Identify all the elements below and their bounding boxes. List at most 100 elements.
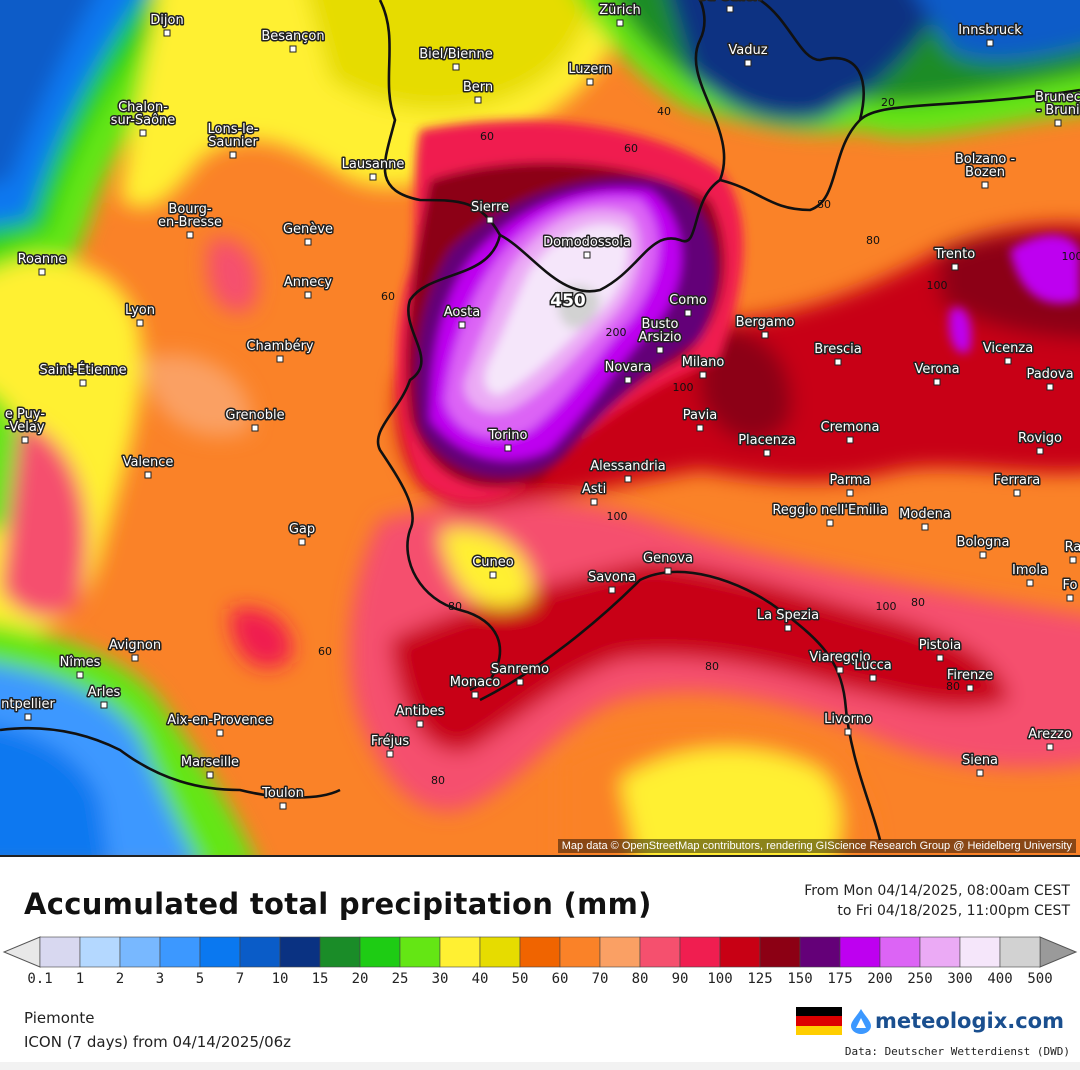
city-dot-icon	[1005, 358, 1011, 364]
city-dot-icon	[762, 332, 768, 338]
scale-tick-label: 60	[552, 971, 569, 987]
scale-tick-label: 175	[827, 971, 852, 987]
city-label: Genova	[643, 551, 693, 566]
city-dot-icon	[870, 675, 876, 681]
scale-swatch	[880, 937, 920, 967]
contour-value-label: 60	[381, 290, 395, 303]
city-label: La Spezia	[757, 608, 819, 623]
city-label: Nîmes	[60, 655, 101, 670]
city-dot-icon	[847, 490, 853, 496]
peak-value-label: 450	[550, 291, 586, 311]
city-dot-icon	[187, 232, 193, 238]
city-dot-icon	[1014, 490, 1020, 496]
city-label: Roanne	[18, 252, 67, 267]
scale-tick-label: 1	[76, 971, 84, 987]
scale-swatch	[80, 937, 120, 967]
scale-tick-label: 100	[707, 971, 732, 987]
city-label: Vaduz	[728, 43, 767, 58]
city-label: Brescia	[814, 342, 861, 357]
scale-tick-label: 0.1	[27, 971, 52, 987]
city-label: Bologna	[957, 535, 1010, 550]
flag-stripe	[796, 1016, 842, 1025]
city-dot-icon	[22, 437, 28, 443]
city-label: Placenza	[738, 433, 796, 448]
city-dot-icon	[101, 702, 107, 708]
brand[interactable]: meteologix.com	[796, 1007, 1064, 1035]
city-dot-icon	[505, 445, 511, 451]
city-dot-icon	[137, 320, 143, 326]
forecast-period: From Mon 04/14/2025, 08:00am CEST to Fri…	[804, 881, 1070, 921]
flag-stripe	[796, 1007, 842, 1016]
city-dot-icon	[1027, 580, 1033, 586]
city-label: - Bruni	[1036, 103, 1079, 118]
contour-value-label: 40	[657, 105, 671, 118]
contour-value-label: 60	[624, 142, 638, 155]
city-dot-icon	[845, 729, 851, 735]
city-label: Grenoble	[225, 408, 284, 423]
flag-stripe	[796, 1026, 842, 1035]
city-label: Como	[669, 293, 707, 308]
city-dot-icon	[145, 472, 151, 478]
region-name: Piemonte	[24, 1009, 95, 1027]
city-label: Novara	[605, 360, 652, 375]
city-label: Rovigo	[1018, 431, 1062, 446]
city-label: Cuneo	[472, 555, 514, 570]
city-label: Ferrara	[994, 473, 1041, 488]
city-label: Milano	[682, 355, 725, 370]
contour-value-label: 20	[881, 96, 895, 109]
map-attribution: Map data © OpenStreetMap contributors, r…	[558, 839, 1076, 853]
precipitation-field	[0, 0, 1080, 855]
city-label: Verona	[914, 362, 959, 377]
city-label: ntpellier	[1, 697, 55, 712]
city-label: Bozen	[965, 165, 1005, 180]
city-label: Innsbruck	[958, 23, 1022, 38]
city-dot-icon	[587, 79, 593, 85]
city-label: Bern	[463, 80, 493, 95]
map-canvas: 6040206080602001001001001008080808060801…	[0, 0, 1080, 855]
city-label: Aosta	[444, 305, 480, 320]
city-dot-icon	[1055, 120, 1061, 126]
contour-value-label: 100	[876, 600, 897, 613]
scale-tick-label: 5	[196, 971, 204, 987]
city-dot-icon	[370, 174, 376, 180]
meteologix-logo[interactable]: meteologix.com	[850, 1008, 1064, 1034]
city-dot-icon	[697, 425, 703, 431]
city-dot-icon	[1067, 595, 1073, 601]
city-dot-icon	[80, 380, 86, 386]
city-dot-icon	[132, 655, 138, 661]
scale-swatch	[1000, 937, 1040, 967]
meteologix-drop-icon	[850, 1008, 872, 1034]
scale-swatch	[120, 937, 160, 967]
city-label: Trento	[934, 247, 975, 262]
scale-tick-label: 90	[672, 971, 689, 987]
contour-value-label: 100	[607, 510, 628, 523]
city-label: sur-Saône	[111, 113, 176, 128]
contour-value-label: 100	[927, 279, 948, 292]
city-label: Lucca	[854, 658, 892, 673]
scale-tick-label: 50	[512, 971, 529, 987]
city-dot-icon	[39, 269, 45, 275]
city-dot-icon	[937, 655, 943, 661]
city-label: Luzern	[568, 62, 611, 77]
city-dot-icon	[417, 721, 423, 727]
city-label: Siena	[962, 753, 998, 768]
city-dot-icon	[967, 685, 973, 691]
scale-tick-label: 400	[987, 971, 1012, 987]
city-label: Toulon	[261, 786, 304, 801]
city-label: -Velay	[5, 420, 44, 435]
city-label: Lausanne	[342, 157, 405, 172]
scale-swatch	[840, 937, 880, 967]
legend-title: Accumulated total precipitation (mm)	[24, 887, 652, 921]
city-label: Padova	[1026, 367, 1073, 382]
city-dot-icon	[487, 217, 493, 223]
city-dot-icon	[25, 714, 31, 720]
city-dot-icon	[584, 252, 590, 258]
city-label: Aix-en-Provence	[167, 713, 273, 728]
city-dot-icon	[847, 437, 853, 443]
bottom-strip	[0, 1062, 1080, 1070]
city-label: Livorno	[824, 712, 872, 727]
city-label: Dijon	[150, 13, 183, 28]
scale-swatch	[320, 937, 360, 967]
